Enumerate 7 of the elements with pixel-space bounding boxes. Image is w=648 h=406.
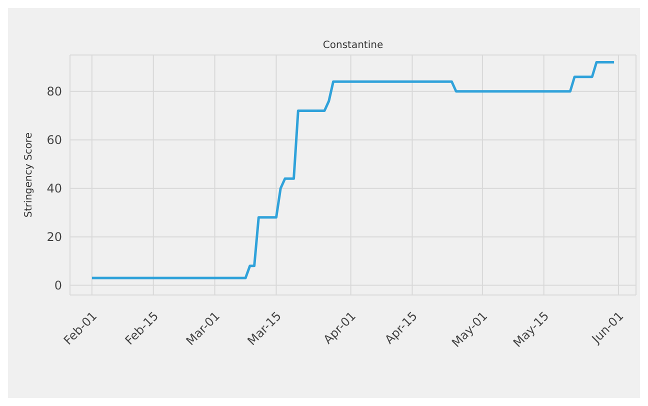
y-axis-title: Stringency Score xyxy=(24,132,35,218)
y-tick-label: 60 xyxy=(46,133,62,148)
y-tick-label: 20 xyxy=(46,230,62,244)
chart-title: Constantine xyxy=(322,40,384,51)
y-tick-label: 40 xyxy=(46,182,62,196)
y-tick-label: 80 xyxy=(46,84,62,99)
y-tick-label: 0 xyxy=(54,278,62,293)
